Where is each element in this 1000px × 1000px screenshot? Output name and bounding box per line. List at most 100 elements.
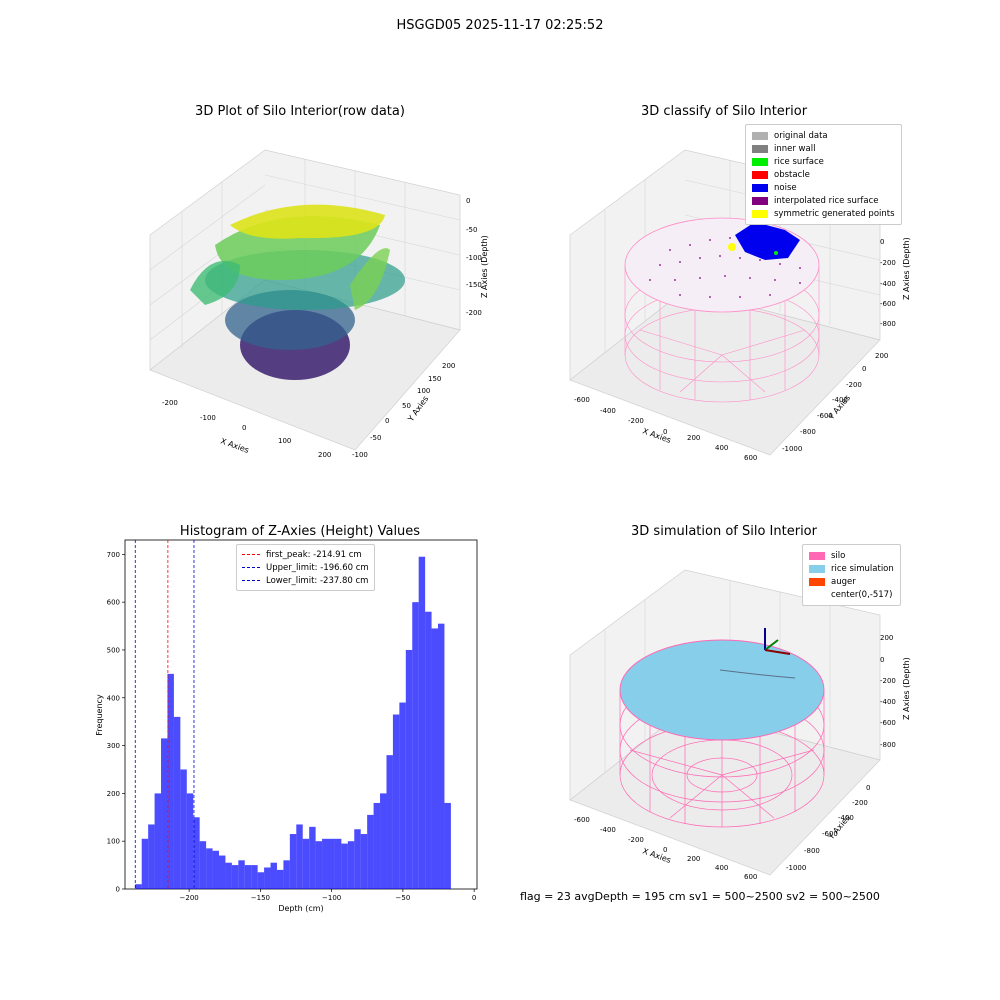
raw-point-cloud — [190, 204, 405, 380]
legend-swatch — [809, 591, 825, 599]
histogram-title: Histogram of Z-Axies (Height) Values — [179, 524, 421, 539]
histogram-x-tick-label: 0 — [472, 894, 476, 902]
histogram-bar — [392, 714, 400, 889]
classify-x-tick: 200 — [687, 434, 700, 442]
classify-rice-surface-points — [774, 251, 778, 255]
histogram-bar — [270, 862, 277, 889]
sim-z-label: Z Axies (Depth) — [902, 657, 911, 720]
classify-y-tick: -200 — [846, 381, 862, 389]
classify-y-tick: 200 — [875, 352, 888, 360]
histogram-bar — [154, 793, 162, 889]
histogram-bar — [173, 716, 181, 889]
legend-label: inner wall — [774, 143, 816, 154]
histogram-bars — [135, 556, 451, 889]
legend-label: silo — [831, 550, 846, 561]
histogram-bar — [334, 838, 342, 889]
histogram-bar — [367, 814, 374, 889]
legend-line — [242, 580, 260, 581]
histogram-chart: −200 −150 −100 −50 0 0100200300400500600700 … — [95, 539, 478, 913]
raw-x-tick: -200 — [162, 399, 178, 407]
sim-y-tick: -400 — [838, 814, 854, 822]
histogram-bar — [322, 838, 329, 889]
histogram-y-ticks: 0 100 200 300 400 500 600 700 — [107, 551, 125, 894]
simulation-plot-title: 3D simulation of Silo Interior — [631, 524, 817, 539]
histogram-bar — [199, 841, 207, 889]
histogram-bar — [399, 702, 406, 889]
histogram-bar — [180, 769, 187, 889]
histogram-bar — [418, 556, 426, 889]
legend-label: Lower_limit: -237.80 cm — [266, 575, 369, 586]
sim-y-tick: 0 — [866, 784, 870, 792]
histogram-x-tick-label: −100 — [322, 894, 341, 902]
raw-x-tick: 200 — [318, 451, 331, 459]
sim-x-tick: 0 — [663, 846, 667, 854]
raw-y-tick: 100 — [417, 387, 430, 395]
histogram-bar — [373, 802, 381, 889]
legend-label: center(0,-517) — [831, 589, 893, 600]
histogram-x-tick-label: −150 — [251, 894, 270, 902]
raw-x-label: X Axies — [219, 436, 250, 455]
legend-swatch — [809, 564, 825, 573]
classify-interpolated-surface — [624, 217, 820, 313]
histogram-y-tick-label: 600 — [107, 599, 120, 607]
simulation-legend: silo rice simulation auger center(0,-517… — [802, 544, 901, 606]
histogram-reference-lines — [134, 540, 195, 889]
legend-label: auger — [831, 576, 856, 587]
classify-plot-title: 3D classify of Silo Interior — [640, 104, 808, 119]
raw-y-tick: 200 — [442, 362, 455, 370]
classify-y-tick: -800 — [800, 428, 816, 436]
legend-entry: auger — [809, 575, 894, 588]
histogram-bar — [425, 611, 432, 889]
histogram-bar — [251, 865, 258, 889]
legend-entry: noise — [752, 181, 895, 194]
raw-y-tick: 0 — [385, 417, 389, 425]
raw-x-tick: 100 — [278, 437, 291, 445]
histogram-bar — [438, 623, 445, 889]
histogram-bar — [341, 843, 348, 889]
raw-y-tick: 50 — [402, 402, 411, 410]
legend-label: rice surface — [774, 156, 824, 167]
raw-3d-plot: -200 -100 0 100 200 -100 -50 0 50 100 15… — [149, 149, 489, 459]
histogram-y-tick-label: 700 — [107, 551, 120, 559]
legend-label: noise — [774, 182, 797, 193]
histogram-bar — [225, 862, 232, 889]
classify-x-tick: 0 — [663, 428, 667, 436]
legend-label: original data — [774, 130, 828, 141]
histogram-x-label: Depth (cm) — [278, 904, 323, 913]
histogram-bar — [206, 848, 213, 889]
legend-entry: obstacle — [752, 168, 895, 181]
histogram-bar — [283, 860, 290, 889]
raw-plot-title: 3D Plot of Silo Interior(row data) — [195, 104, 405, 119]
histogram-bar — [328, 838, 335, 889]
raw-z-label: Z Axies (Depth) — [480, 235, 489, 298]
classify-legend: original data inner wall rice surface ob… — [745, 124, 902, 225]
classify-y-tick: -400 — [832, 396, 848, 404]
histogram-y-tick-label: 500 — [107, 646, 120, 654]
histogram-bar — [257, 872, 265, 889]
sim-z-tick: -400 — [880, 698, 896, 706]
legend-label: interpolated rice surface — [774, 195, 879, 206]
classify-z-tick: -800 — [880, 320, 896, 328]
legend-entry: inner wall — [752, 142, 895, 155]
histogram-bar — [193, 817, 200, 889]
legend-label: first_peak: -214.91 cm — [266, 549, 362, 560]
histogram-bar — [148, 824, 155, 889]
histogram-bar — [354, 829, 361, 889]
classify-x-tick: 400 — [715, 444, 728, 452]
raw-z-tick: -200 — [466, 309, 482, 317]
legend-label: symmetric generated points — [774, 208, 895, 219]
sim-y-tick: -200 — [852, 799, 868, 807]
histogram-bar — [380, 793, 387, 889]
histogram-x-tick-label: −50 — [396, 894, 411, 902]
simulation-3d-plot: -600 -400 -200 0 200 400 600 -1000 -800 … — [569, 569, 911, 881]
histogram-bar — [309, 826, 316, 889]
histogram-bar — [386, 755, 393, 889]
classify-y-tick: 0 — [862, 365, 866, 373]
histogram-y-tick-label: 0 — [116, 886, 120, 894]
legend-entry: symmetric generated points — [752, 207, 895, 220]
legend-entry: Upper_limit: -196.60 cm — [242, 561, 369, 574]
legend-swatch — [752, 170, 768, 179]
histogram-bar — [161, 738, 168, 889]
histogram-x-ticks: −200 −150 −100 −50 0 — [180, 889, 476, 902]
raw-z-tick: 0 — [466, 197, 470, 205]
